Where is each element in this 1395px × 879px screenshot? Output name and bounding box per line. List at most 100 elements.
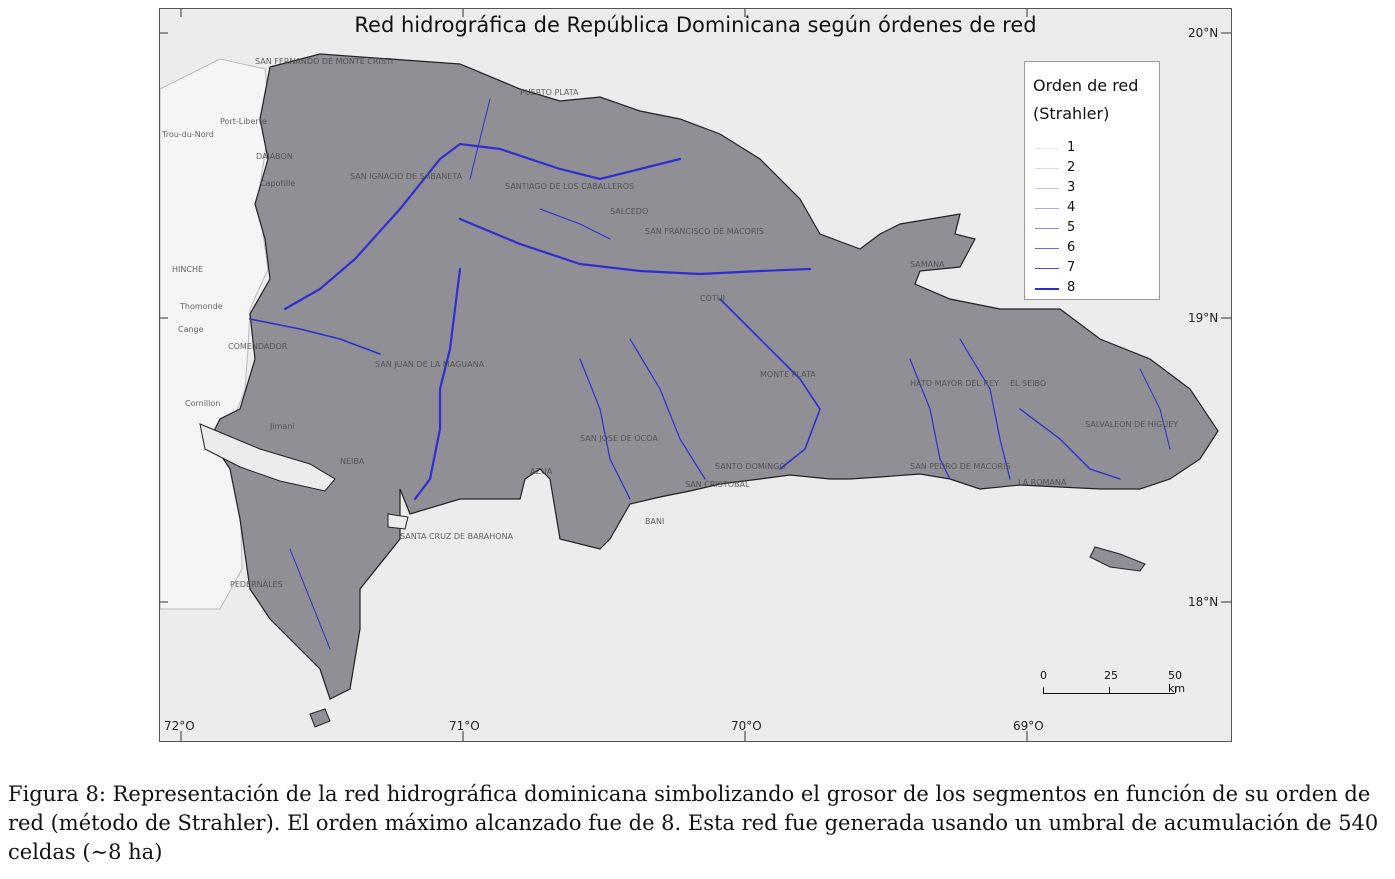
legend-item-order-6: 6: [1035, 239, 1155, 259]
place-label: SANTO DOMINGO: [715, 462, 786, 471]
lon-label-71o: 71°O: [449, 719, 480, 733]
beata-island: [309, 708, 331, 728]
place-label: COMENDADOR: [228, 342, 288, 351]
place-label: SANTIAGO DE LOS CABALLEROS: [505, 182, 634, 191]
scale-line: [1043, 693, 1175, 694]
legend-swatch: [1035, 148, 1059, 149]
laguna-rincon: [387, 513, 409, 530]
place-label: LA ROMANA: [1018, 478, 1067, 487]
rio-chavon: [1019, 408, 1121, 480]
place-label: Capotille: [260, 179, 295, 188]
place-labels: SAN FERNANDO DE MONTE CRISTI PUERTO PLAT…: [161, 57, 1178, 589]
legend-swatch: [1035, 188, 1059, 189]
scale-tick-0: 0: [1040, 669, 1047, 682]
legend-label: 2: [1067, 160, 1076, 175]
place-label: SAN JUAN DE LA MAGUANA: [375, 360, 485, 369]
scale-tick-25: 25: [1104, 669, 1118, 682]
place-label: Jimani: [269, 422, 295, 431]
lon-label-70o: 70°O: [731, 719, 762, 733]
legend-title: Orden de red (Strahler): [1033, 72, 1138, 128]
legend: Orden de red (Strahler) 1 2 3 4 5 6: [1024, 61, 1160, 300]
rio-artibonito: [249, 318, 381, 355]
place-label: Cange: [178, 325, 204, 334]
place-label: EL SEIBO: [1010, 379, 1046, 388]
legend-label: 4: [1067, 200, 1076, 215]
place-label: COTUI: [700, 294, 725, 303]
place-label: PUERTO PLATA: [520, 88, 579, 97]
legend-item-order-3: 3: [1035, 179, 1155, 199]
place-label: MONTE PLATA: [760, 370, 816, 379]
rio-soco: [909, 358, 951, 480]
legend-title-line1: Orden de red: [1033, 76, 1139, 95]
legend-swatch: [1035, 208, 1059, 209]
rio-yaque-del-sur: [413, 267, 462, 501]
legend-swatch: [1035, 248, 1059, 249]
legend-item-order-2: 2: [1035, 159, 1155, 179]
lat-label-19n: 19°N: [1188, 311, 1219, 325]
place-label: Thomonde: [179, 302, 223, 311]
saona-island: [1089, 546, 1146, 572]
dominican-republic-landmass: [209, 53, 1219, 700]
map-frame: SAN FERNANDO DE MONTE CRISTI PUERTO PLAT…: [159, 8, 1232, 742]
place-label: AZUA: [530, 467, 553, 476]
rio-haina: [629, 338, 706, 480]
legend-item-order-4: 4: [1035, 199, 1155, 219]
rio-yuna: [458, 217, 812, 276]
scale-tick-50: 50 km: [1168, 669, 1186, 695]
rio-bajabonico: [469, 98, 491, 180]
lon-label-72o: 72°O: [164, 719, 195, 733]
rio-nizao: [579, 358, 631, 500]
legend-label: 3: [1067, 180, 1076, 195]
place-label: Port-Liberte: [220, 117, 267, 126]
rio-yaque-del-norte: [283, 142, 682, 311]
rio-yuma: [1139, 368, 1171, 450]
legend-label: 6: [1067, 240, 1076, 255]
place-label: SAMANA: [910, 260, 945, 269]
legend-swatch: [1035, 168, 1059, 169]
lat-label-18n: 18°N: [1188, 595, 1219, 609]
place-label: PEDERNALES: [230, 580, 283, 589]
legend-label: 7: [1067, 260, 1076, 275]
map-title: Red hidrográfica de República Dominicana…: [354, 13, 1037, 37]
rio-ozama: [719, 298, 821, 470]
figure-caption: Figura 8: Representación de la red hidro…: [8, 782, 1379, 864]
legend-item-order-7: 7: [1035, 259, 1155, 279]
place-label: SALCEDO: [610, 207, 648, 216]
legend-swatch: [1035, 268, 1059, 269]
place-label: SAN CRISTOBAL: [685, 480, 750, 489]
place-label: SAN PEDRO DE MACORIS: [910, 462, 1011, 471]
place-label: SALVALEON DE HIGUEY: [1085, 420, 1178, 429]
legend-item-order-1: 1: [1035, 139, 1155, 159]
place-label: SAN IGNACIO DE SABANETA: [350, 172, 463, 181]
rio-camu: [539, 208, 611, 240]
place-label: NEIBA: [340, 457, 365, 466]
place-label: HATO MAYOR DEL REY: [910, 379, 999, 388]
place-label: BANI: [645, 517, 664, 526]
map-canvas: SAN FERNANDO DE MONTE CRISTI PUERTO PLAT…: [160, 9, 1231, 741]
graticule-ticks: [160, 9, 1231, 741]
lat-label-20n: 20°N: [1188, 26, 1219, 40]
legend-swatch: [1035, 228, 1059, 229]
scale-bar: 0 25 50 km: [1040, 669, 1185, 703]
scale-tick-mark: [1175, 687, 1176, 693]
scale-tick-mark: [1043, 687, 1044, 693]
scale-tick-mark: [1109, 687, 1110, 693]
river-network: [249, 98, 1171, 650]
place-label: SAN FERNANDO DE MONTE CRISTI: [255, 57, 393, 66]
legend-item-order-8: 8: [1035, 279, 1155, 299]
legend-label: 5: [1067, 220, 1076, 235]
place-label: DAJABON: [256, 152, 293, 161]
lon-label-69o: 69°O: [1013, 719, 1044, 733]
legend-label: 1: [1067, 140, 1076, 155]
place-label: SANTA CRUZ DE BARAHONA: [400, 532, 514, 541]
legend-title-line2: (Strahler): [1033, 104, 1110, 123]
lago-enriquillo: [199, 423, 336, 492]
place-label: SAN JOSE DE OCOA: [580, 434, 658, 443]
legend-swatch: [1035, 288, 1059, 290]
rio-pedernales: [289, 548, 331, 650]
place-label: SAN FRANCISCO DE MACORIS: [645, 227, 764, 236]
place-label: Trou-du-Nord: [161, 130, 214, 139]
rio-higuamo: [959, 338, 1011, 480]
legend-item-order-5: 5: [1035, 219, 1155, 239]
place-label: Cornillon: [185, 399, 220, 408]
